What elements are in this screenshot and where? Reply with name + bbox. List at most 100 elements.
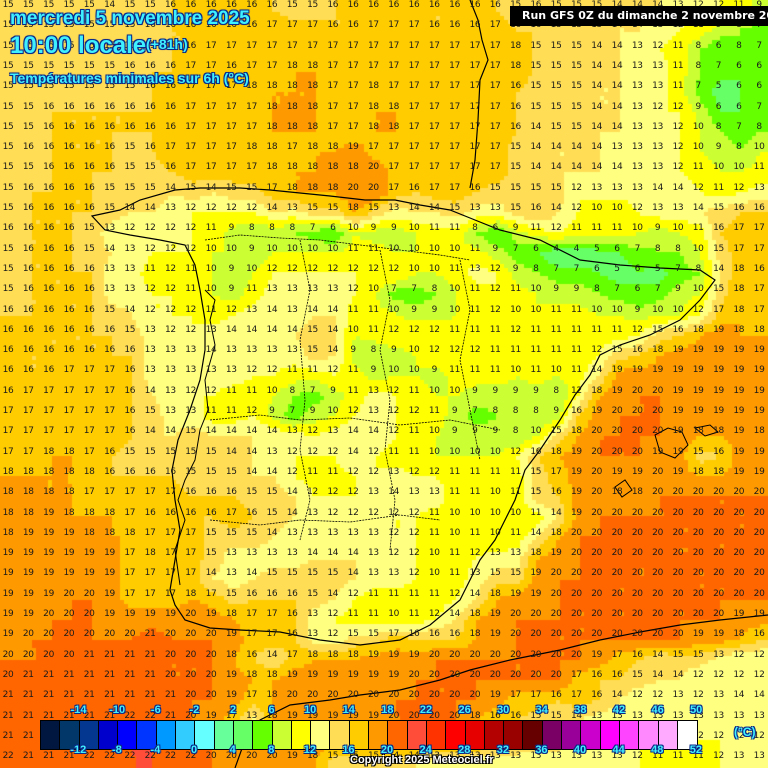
grid-value: 14 <box>550 203 562 213</box>
legend-color-swatch <box>253 721 273 749</box>
grid-value: 12 <box>367 507 379 518</box>
grid-value: 11 <box>185 284 197 295</box>
grid-value: 15 <box>144 0 156 10</box>
grid-value: 20 <box>449 690 461 701</box>
grid-value: 19 <box>672 426 684 437</box>
grid-value: 21 <box>83 649 95 660</box>
grid-value: 19 <box>104 568 115 579</box>
grid-value: 17 <box>388 40 400 51</box>
grid-value: 14 <box>307 548 318 559</box>
grid-value: 12 <box>347 588 359 599</box>
legend-color-swatch <box>677 721 698 749</box>
grid-value: 13 <box>631 40 643 51</box>
grid-value: 20 <box>185 649 197 660</box>
grid-value: 14 <box>570 142 582 153</box>
grid-value: 8 <box>289 385 295 396</box>
grid-value: 18 <box>692 426 704 437</box>
grid-value: 18 <box>63 466 75 477</box>
grid-value: 14 <box>327 304 339 315</box>
grid-value: 17 <box>164 548 176 559</box>
grid-value: 8 <box>431 284 438 295</box>
grid-value: 15 <box>327 568 339 579</box>
grid-value: 20 <box>591 568 603 579</box>
grid-value: 14 <box>327 345 339 356</box>
grid-value: 20 <box>570 548 582 559</box>
grid-value: 15 <box>530 81 542 92</box>
grid-value: 15 <box>530 466 542 477</box>
grid-value: 14 <box>367 426 379 437</box>
grid-value: 18 <box>124 527 136 538</box>
grid-value: 16 <box>104 121 115 132</box>
grid-value: 9 <box>553 284 559 295</box>
grid-value: 16 <box>469 0 481 10</box>
grid-value: 20 <box>327 690 339 701</box>
grid-value: 16 <box>449 0 461 10</box>
grid-value: 6 <box>634 263 641 274</box>
grid-value: 11 <box>347 609 359 619</box>
grid-value: 5 <box>654 263 661 274</box>
grid-value: 19 <box>489 629 501 640</box>
color-legend-bar <box>40 720 699 750</box>
grid-value: 16 <box>246 20 258 31</box>
grid-value: 11 <box>713 182 724 193</box>
grid-value: 13 <box>367 385 379 396</box>
grid-value: 19 <box>225 690 237 701</box>
grid-value: 9 <box>512 263 519 274</box>
grid-value: 15 <box>2 263 14 274</box>
grid-value: 14 <box>550 142 562 153</box>
grid-value: 17 <box>286 142 298 153</box>
grid-value: 13 <box>286 527 298 538</box>
grid-value: 15 <box>104 60 115 71</box>
grid-value: 13 <box>185 365 197 376</box>
grid-value: 4 <box>553 243 559 254</box>
grid-value: 16 <box>43 101 55 112</box>
grid-value: 8 <box>370 345 377 356</box>
grid-value: 21 <box>164 690 176 701</box>
grid-value: 15 <box>652 324 664 335</box>
grid-value: 15 <box>144 446 156 457</box>
grid-value: 20 <box>388 710 400 721</box>
grid-value: 11 <box>408 609 420 619</box>
legend-tick-label: 52 <box>689 744 702 756</box>
grid-value: 17 <box>611 649 623 660</box>
grid-value: 18 <box>347 649 359 660</box>
grid-value: 11 <box>611 223 623 234</box>
grid-value: 15 <box>713 203 724 213</box>
grid-value: 20 <box>164 649 176 660</box>
grid-value: 22 <box>185 751 197 762</box>
grid-value: 15 <box>22 81 34 92</box>
grid-value: 19 <box>367 710 379 721</box>
grid-value: 14 <box>591 60 603 71</box>
grid-value: 11 <box>428 588 440 599</box>
grid-value: 11 <box>570 223 582 234</box>
grid-value: 10 <box>530 284 542 295</box>
grid-value: 20 <box>43 629 55 640</box>
grid-value: 18 <box>286 101 298 112</box>
grid-value: 12 <box>692 0 704 10</box>
grid-value: 20 <box>307 690 318 701</box>
grid-value: 20 <box>753 527 765 538</box>
grid-value: 9 <box>309 406 316 416</box>
grid-value: 20 <box>591 426 603 437</box>
legend-tick-label: 30 <box>497 704 510 716</box>
grid-value: 17 <box>164 142 176 153</box>
grid-value: 16 <box>489 710 501 721</box>
grid-value: 11 <box>489 345 501 356</box>
grid-value: 15 <box>144 182 156 193</box>
grid-value: 20 <box>22 629 34 640</box>
grid-value: 22 <box>2 751 14 762</box>
grid-value: 18 <box>266 142 278 153</box>
grid-value: 14 <box>611 40 623 51</box>
grid-value: 13 <box>164 406 176 416</box>
grid-value: 15 <box>185 446 197 457</box>
grid-value: 10 <box>205 243 217 254</box>
grid-value: 8 <box>675 243 681 254</box>
grid-value: 17 <box>428 60 440 71</box>
grid-value: 15 <box>367 751 379 762</box>
grid-value: 20 <box>124 629 136 640</box>
grid-value: 17 <box>428 101 440 112</box>
grid-value: 17 <box>753 284 765 295</box>
grid-value: 17 <box>408 60 420 71</box>
grid-value: 20 <box>611 446 623 457</box>
grid-value: 13 <box>286 203 298 213</box>
